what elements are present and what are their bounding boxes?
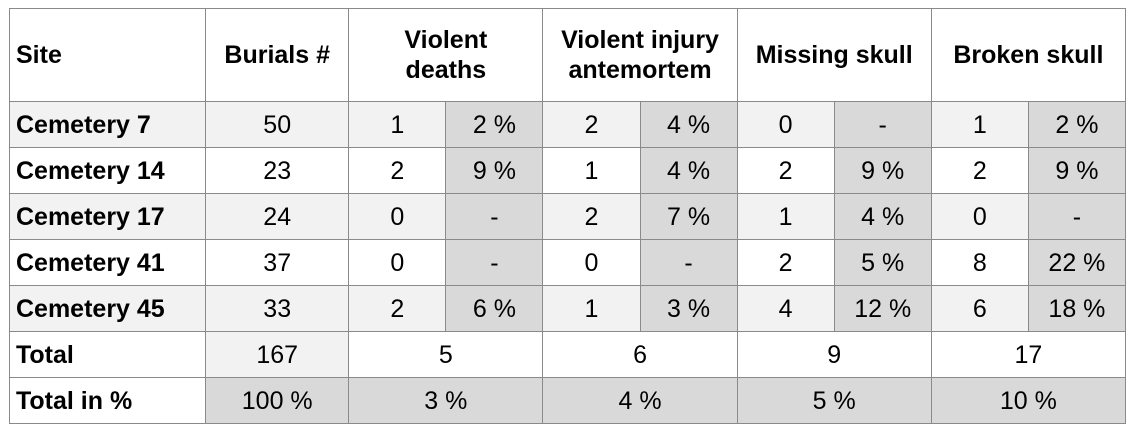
missing-skull-count: 2: [736, 147, 835, 194]
violent-deaths-percent: 9 %: [445, 147, 544, 194]
header-broken-skull: Broken skull: [930, 8, 1127, 102]
table-header: Site Burials # Violent deaths Violent in…: [8, 8, 1127, 102]
violent-injury-percent: -: [639, 239, 738, 286]
broken-skull-percent: 22 %: [1027, 239, 1127, 286]
table-row: Cemetery 41 37 0 - 0 - 2 5 % 8 22 %: [8, 239, 1127, 286]
total-percent-burials: 100 %: [205, 377, 350, 424]
total-label: Total: [8, 331, 207, 378]
table-body: Cemetery 7 50 1 2 % 2 4 % 0 - 1 2 % Ceme…: [8, 101, 1127, 424]
violent-deaths-percent: 2 %: [445, 101, 544, 148]
violent-deaths-percent: -: [445, 193, 544, 240]
total-broken-skull: 17: [930, 331, 1127, 378]
broken-skull-percent: 9 %: [1027, 147, 1127, 194]
broken-skull-count: 2: [930, 147, 1029, 194]
violent-deaths-count: 2: [348, 147, 447, 194]
broken-skull-count: 8: [930, 239, 1029, 286]
site-cell: Cemetery 7: [8, 101, 207, 148]
violent-deaths-percent: 6 %: [445, 285, 544, 332]
broken-skull-count: 1: [930, 101, 1029, 148]
missing-skull-count: 1: [736, 193, 835, 240]
site-cell: Cemetery 14: [8, 147, 207, 194]
violent-injury-count: 2: [542, 193, 641, 240]
violent-injury-percent: 4 %: [639, 147, 738, 194]
missing-skull-percent: 9 %: [833, 147, 932, 194]
missing-skull-count: 4: [736, 285, 835, 332]
missing-skull-count: 0: [736, 101, 835, 148]
total-percent-missing-skull: 5 %: [736, 377, 932, 424]
violent-deaths-count: 1: [348, 101, 447, 148]
total-percent-violent-deaths: 3 %: [348, 377, 544, 424]
table-row: Cemetery 45 33 2 6 % 1 3 % 4 12 % 6 18 %: [8, 285, 1127, 332]
violent-deaths-count: 0: [348, 239, 447, 286]
violent-injury-percent: 3 %: [639, 285, 738, 332]
header-burials: Burials #: [205, 8, 350, 102]
violent-injury-percent: 7 %: [639, 193, 738, 240]
total-violent-injury: 6: [542, 331, 738, 378]
violent-injury-count: 0: [542, 239, 641, 286]
burial-violence-table: Site Burials # Violent deaths Violent in…: [8, 8, 1127, 424]
violent-deaths-percent: -: [445, 239, 544, 286]
total-percent-row: Total in % 100 % 3 % 4 % 5 % 10 %: [8, 377, 1127, 424]
burials-cell: 23: [205, 147, 350, 194]
burials-cell: 50: [205, 101, 350, 148]
violent-injury-count: 1: [542, 285, 641, 332]
total-burials: 167: [205, 331, 350, 378]
total-percent-violent-injury: 4 %: [542, 377, 738, 424]
table-row: Cemetery 17 24 0 - 2 7 % 1 4 % 0 -: [8, 193, 1127, 240]
table-row: Cemetery 7 50 1 2 % 2 4 % 0 - 1 2 %: [8, 101, 1127, 148]
header-violent-deaths: Violent deaths: [348, 8, 544, 102]
table-row: Cemetery 14 23 2 9 % 1 4 % 2 9 % 2 9 %: [8, 147, 1127, 194]
total-row: Total 167 5 6 9 17: [8, 331, 1127, 378]
burials-cell: 37: [205, 239, 350, 286]
header-site: Site: [8, 8, 207, 102]
violent-injury-count: 2: [542, 101, 641, 148]
broken-skull-count: 6: [930, 285, 1029, 332]
site-cell: Cemetery 17: [8, 193, 207, 240]
header-missing-skull: Missing skull: [736, 8, 932, 102]
broken-skull-percent: 2 %: [1027, 101, 1127, 148]
header-violent-injury: Violent injury antemortem: [542, 8, 738, 102]
violent-injury-percent: 4 %: [639, 101, 738, 148]
total-percent-broken-skull: 10 %: [930, 377, 1127, 424]
burials-cell: 33: [205, 285, 350, 332]
missing-skull-percent: -: [833, 101, 932, 148]
violent-injury-count: 1: [542, 147, 641, 194]
site-cell: Cemetery 41: [8, 239, 207, 286]
violent-deaths-count: 2: [348, 285, 447, 332]
missing-skull-percent: 4 %: [833, 193, 932, 240]
missing-skull-percent: 5 %: [833, 239, 932, 286]
missing-skull-percent: 12 %: [833, 285, 932, 332]
total-missing-skull: 9: [736, 331, 932, 378]
violent-deaths-count: 0: [348, 193, 447, 240]
header-row: Site Burials # Violent deaths Violent in…: [8, 8, 1127, 102]
total-percent-label: Total in %: [8, 377, 207, 424]
total-violent-deaths: 5: [348, 331, 544, 378]
burials-cell: 24: [205, 193, 350, 240]
missing-skull-count: 2: [736, 239, 835, 286]
site-cell: Cemetery 45: [8, 285, 207, 332]
broken-skull-count: 0: [930, 193, 1029, 240]
broken-skull-percent: 18 %: [1027, 285, 1127, 332]
broken-skull-percent: -: [1027, 193, 1127, 240]
